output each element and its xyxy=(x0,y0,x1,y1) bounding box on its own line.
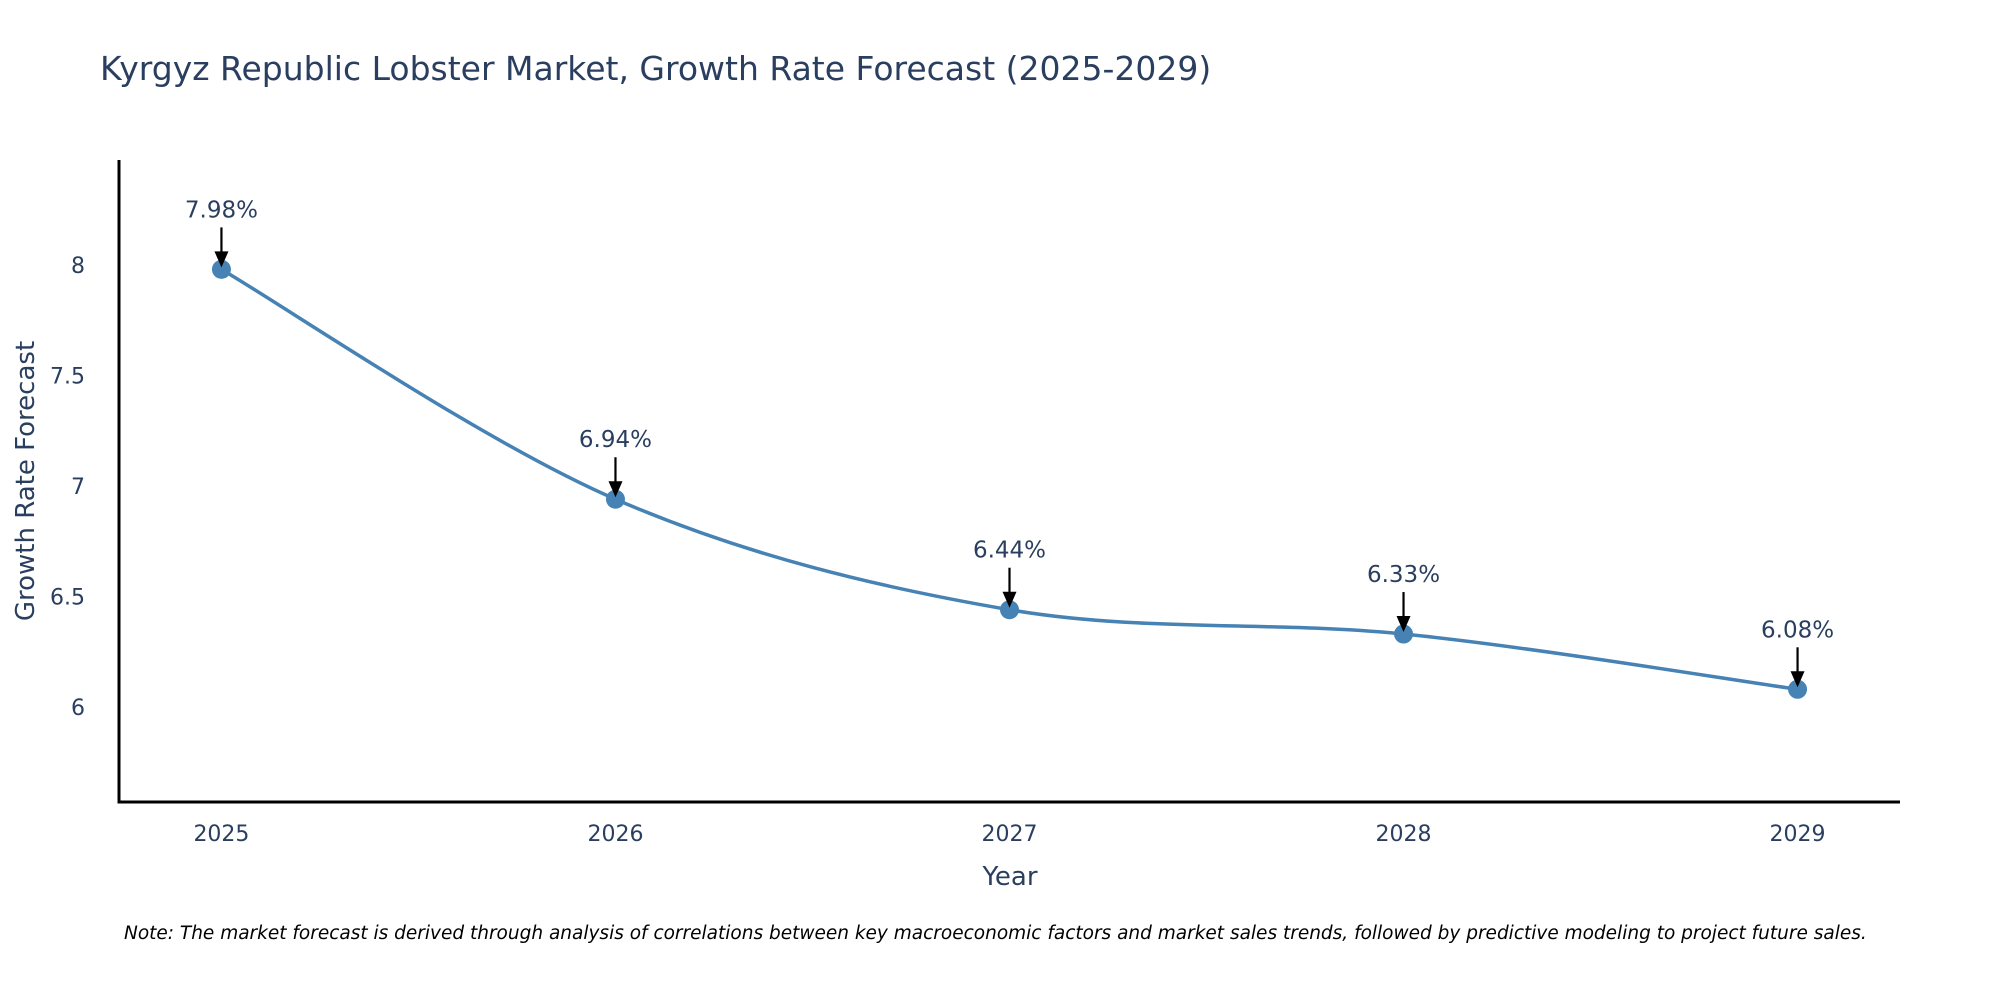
data-point-marker[interactable] xyxy=(1394,624,1414,644)
data-point-marker[interactable] xyxy=(211,259,231,279)
axes xyxy=(117,160,1900,804)
x-tick-label: 2029 xyxy=(1770,822,1826,847)
y-tick-label: 7.5 xyxy=(50,364,85,389)
x-tick-label: 2028 xyxy=(1376,822,1432,847)
data-label: 6.08% xyxy=(1761,617,1834,643)
data-label-annotation: 6.33% xyxy=(1367,562,1440,633)
y-tick-label: 6.5 xyxy=(50,585,85,610)
data-label-annotation: 6.44% xyxy=(973,538,1046,608)
data-label-annotation: 7.98% xyxy=(185,197,258,268)
annotation-arrow-head xyxy=(608,481,623,498)
x-axis-ticks: 2025 2026 2027 2028 2029 xyxy=(193,822,1825,847)
data-label: 6.94% xyxy=(579,427,652,453)
x-tick-label: 2027 xyxy=(982,822,1038,847)
annotation-arrow-head xyxy=(214,251,229,268)
data-annotations: 7.98% 6.94% 6.44% 6.33% 6.08% xyxy=(185,197,1834,688)
x-tick-label: 2026 xyxy=(587,822,643,847)
series-markers xyxy=(211,259,1808,699)
chart-note: Note: The market forecast is derived thr… xyxy=(124,923,1867,944)
data-label: 6.33% xyxy=(1367,562,1440,588)
chart-title: Kyrgyz Republic Lobster Market, Growth R… xyxy=(100,49,1211,88)
x-tick-label: 2025 xyxy=(193,822,249,847)
y-axis-title: Growth Rate Forecast xyxy=(11,341,41,621)
data-label-annotation: 6.94% xyxy=(579,427,652,498)
y-axis-ticks: 6 6.5 7 7.5 8 xyxy=(50,254,85,721)
data-point-marker[interactable] xyxy=(605,489,625,509)
series-line xyxy=(220,267,1798,692)
annotation-arrow-head xyxy=(1790,671,1805,688)
annotation-arrow-head xyxy=(1396,616,1411,633)
data-point-marker[interactable] xyxy=(1000,600,1019,620)
y-tick-label: 7 xyxy=(71,475,85,500)
y-tick-label: 6 xyxy=(71,696,85,721)
data-label: 6.44% xyxy=(973,538,1046,564)
y-tick-label: 8 xyxy=(71,254,85,279)
data-label: 7.98% xyxy=(185,197,258,223)
data-point-marker[interactable] xyxy=(1788,679,1808,699)
annotation-arrow-head xyxy=(1002,591,1017,608)
data-label-annotation: 6.08% xyxy=(1761,617,1834,688)
x-axis-title: Year xyxy=(981,862,1037,892)
